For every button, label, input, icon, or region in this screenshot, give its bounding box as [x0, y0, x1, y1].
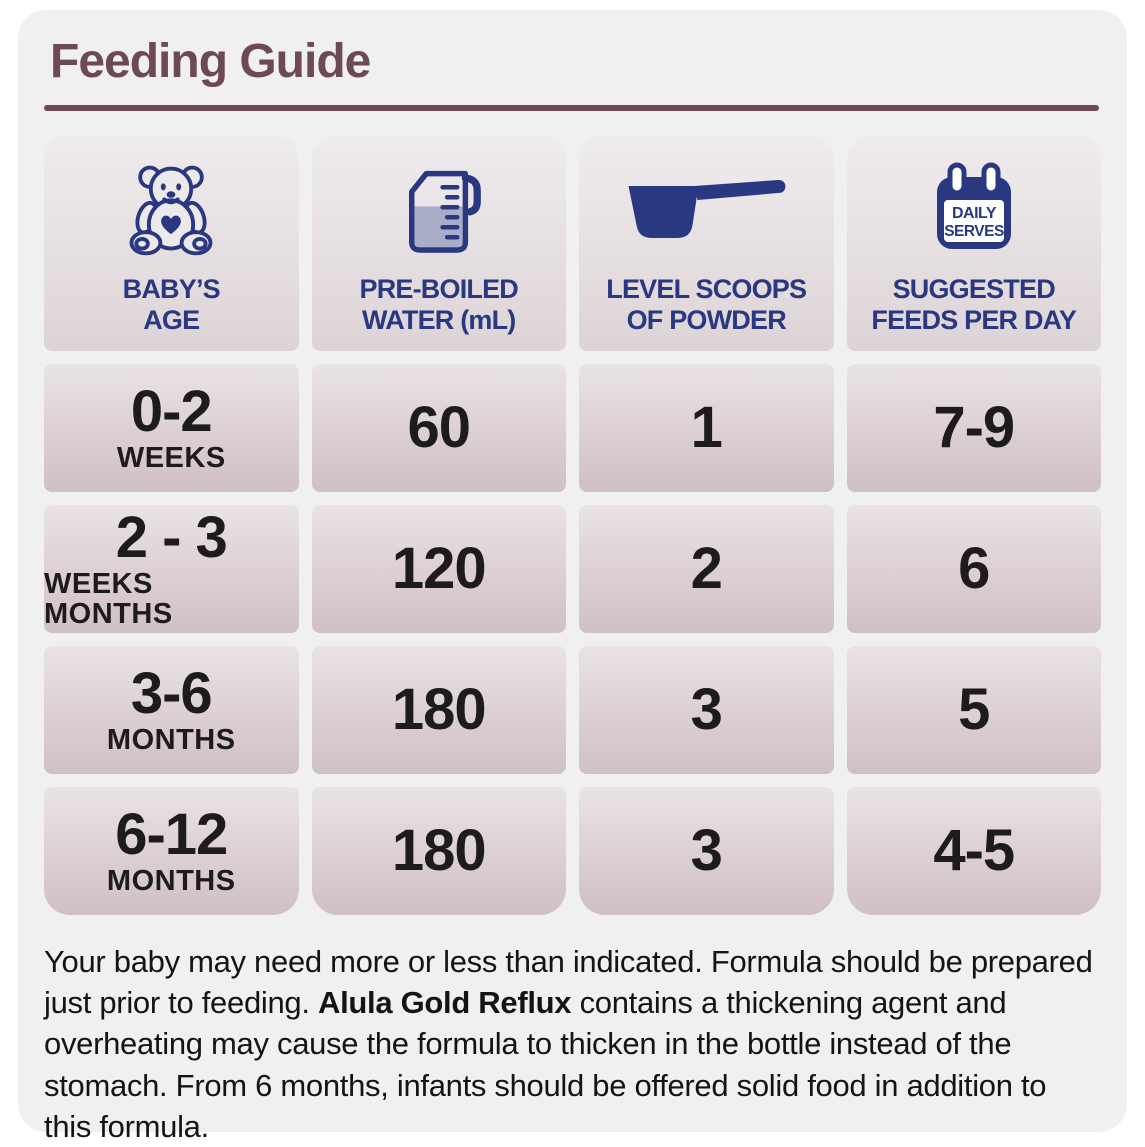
water-cell: 180: [311, 787, 566, 915]
age-cell: 3-6 MONTHS: [44, 646, 299, 774]
water-cell: 60: [311, 364, 566, 492]
scoop-icon: [616, 157, 796, 263]
scoops-cell: 2: [579, 505, 834, 633]
column-header-babys-age: BABY’S AGE: [44, 135, 299, 351]
column-header-water: PRE-BOILED WATER (mL): [311, 135, 566, 351]
product-name: Alula Gold Reflux: [317, 985, 572, 1021]
feeds-cell: 4-5: [846, 787, 1101, 915]
calendar-text-daily: DAILY: [952, 205, 997, 222]
age-cell: 2 - 3 WEEKS MONTHS: [44, 505, 299, 633]
calendar-text-serves: SERVES: [944, 223, 1004, 240]
water-cell: 180: [311, 646, 566, 774]
age-cell: 6-12 MONTHS: [44, 787, 299, 915]
daily-serves-calendar-icon: DAILY SERVES: [924, 157, 1024, 263]
feeds-cell: 6: [846, 505, 1101, 633]
column-label-feeds: SUGGESTED FEEDS PER DAY: [871, 274, 1077, 335]
column-label-babys-age: BABY’S AGE: [122, 274, 221, 335]
feeds-cell: 7-9: [846, 364, 1101, 492]
title-underline: [44, 105, 1099, 111]
scoops-cell: 1: [579, 364, 834, 492]
water-cell: 120: [311, 505, 566, 633]
footnote-text: Your baby may need more or less than ind…: [44, 944, 1093, 1144]
column-label-scoops: LEVEL SCOOPS OF POWDER: [606, 274, 807, 335]
feeds-cell: 5: [846, 646, 1101, 774]
feeding-guide-card: Feeding Guide: [18, 10, 1127, 1144]
column-header-scoops: LEVEL SCOOPS OF POWDER: [579, 135, 834, 351]
scoops-cell: 3: [579, 646, 834, 774]
measuring-jug-icon: [389, 157, 489, 263]
page-title: Feeding Guide: [50, 35, 371, 88]
teddy-bear-icon: [118, 157, 224, 263]
feeding-table: BABY’S AGE: [44, 135, 1101, 915]
scoops-cell: 3: [579, 787, 834, 915]
column-header-feeds: DAILY SERVES SUGGESTED FEEDS PER DAY: [846, 135, 1101, 351]
age-cell: 0-2 WEEKS: [44, 364, 299, 492]
column-label-water: PRE-BOILED WATER (mL): [359, 274, 518, 335]
